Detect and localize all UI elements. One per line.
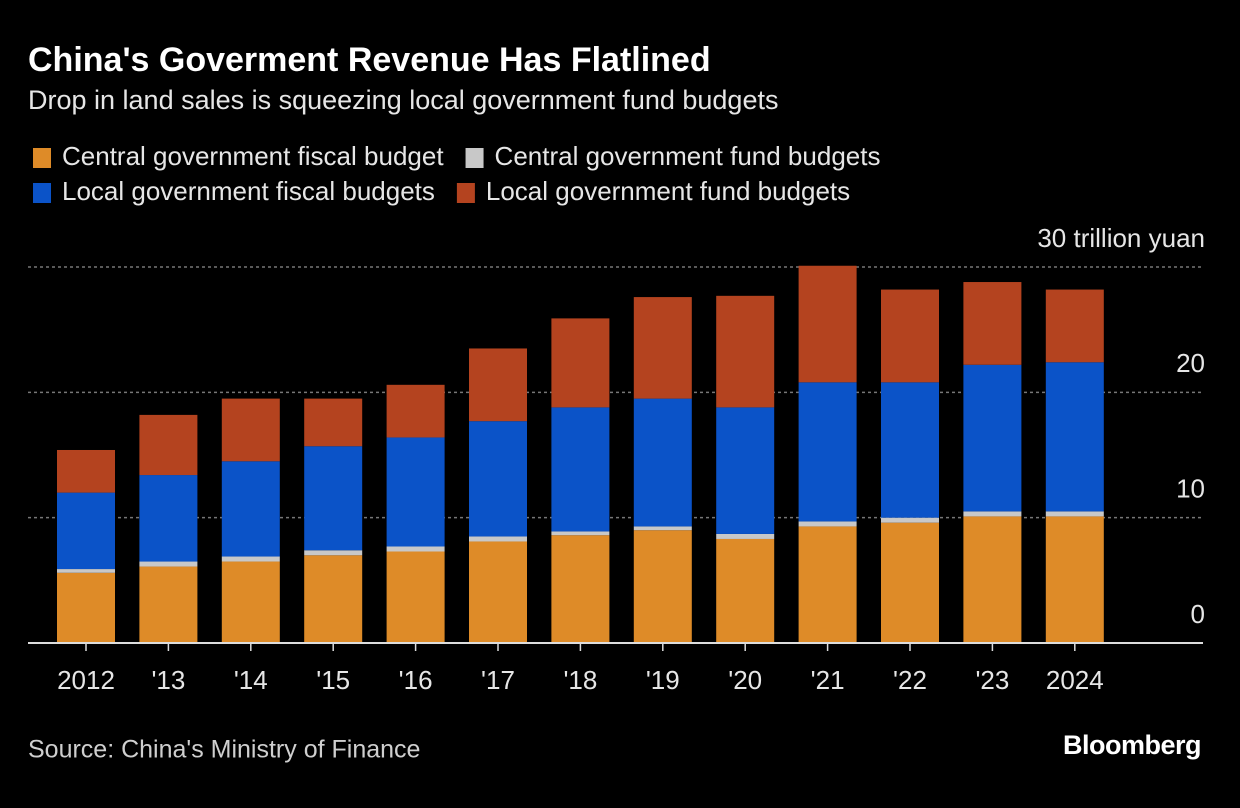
y-tick-label: 20 xyxy=(1176,348,1205,378)
bar-segment xyxy=(633,297,692,399)
bar-segment xyxy=(716,533,775,539)
bar-segment xyxy=(57,492,115,570)
bar-segment xyxy=(798,521,857,527)
x-tick-label: '16 xyxy=(399,665,433,695)
legend-swatch xyxy=(465,148,484,168)
bar-segment xyxy=(386,384,445,438)
bar-segment xyxy=(1045,516,1104,643)
bar-segment xyxy=(221,556,280,562)
bar-segment xyxy=(963,282,1022,365)
bar-segment xyxy=(881,522,939,643)
bar-segment xyxy=(386,437,445,547)
bar-segment xyxy=(304,550,363,556)
bar-segment xyxy=(963,516,1022,643)
bar-segment xyxy=(221,461,280,557)
bar-segment xyxy=(1045,511,1104,517)
x-tick-label: 2024 xyxy=(1046,665,1104,695)
y-tick-label: 0 xyxy=(1191,599,1205,629)
bar-segment xyxy=(57,449,115,493)
logo: Bloomberg xyxy=(1063,730,1201,760)
bar-segment xyxy=(881,517,939,523)
bar-segment xyxy=(221,561,280,643)
x-tick-label: 2012 xyxy=(57,665,115,695)
source: Source: China's Ministry of Finance xyxy=(28,736,420,764)
x-tick-label: '15 xyxy=(316,665,350,695)
bar-segment xyxy=(798,382,857,522)
bar-segment xyxy=(716,295,775,408)
x-tick-label: '13 xyxy=(151,665,185,695)
chart-title: China's Goverment Revenue Has Flatlined xyxy=(28,41,711,79)
bar-segment xyxy=(551,531,610,536)
bar-segment xyxy=(881,289,939,383)
bar-segment xyxy=(963,364,1022,512)
x-tick-label: '17 xyxy=(481,665,515,695)
bar-segment xyxy=(304,555,363,643)
bar-segment xyxy=(386,546,445,552)
y-tick-label: 10 xyxy=(1176,474,1205,504)
chart-subtitle: Drop in land sales is squeezing local go… xyxy=(28,85,778,115)
bar-segment xyxy=(139,566,198,643)
legend-label: Local government fiscal budgets xyxy=(62,176,435,206)
bar-segment xyxy=(221,398,280,462)
bar-segment xyxy=(551,318,610,408)
bar-segment xyxy=(633,530,692,643)
x-tick-label: '20 xyxy=(728,665,762,695)
x-tick-label: '23 xyxy=(975,665,1009,695)
bar-segment xyxy=(469,541,527,643)
bar-segment xyxy=(57,569,115,573)
bar-segment xyxy=(798,265,857,383)
bar-segment xyxy=(633,398,692,527)
bar-segment xyxy=(716,407,775,534)
legend-swatch xyxy=(456,183,475,203)
bar-segment xyxy=(798,526,857,643)
x-tick-label: '14 xyxy=(234,665,268,695)
bar-segment xyxy=(1045,362,1104,512)
bar-segment xyxy=(469,536,527,542)
bar-segment xyxy=(304,398,363,447)
x-tick-label: '21 xyxy=(811,665,845,695)
bar-segment xyxy=(963,511,1022,517)
bar-segment xyxy=(469,421,527,537)
x-tick-label: '18 xyxy=(563,665,597,695)
legend-label: Central government fiscal budget xyxy=(62,141,444,171)
y-tick-label: 30 trillion yuan xyxy=(1037,223,1205,253)
bar-segment xyxy=(304,446,363,551)
bar-segment xyxy=(57,572,115,643)
bar-segment xyxy=(469,348,527,422)
legend-swatch xyxy=(33,183,51,203)
bar-segment xyxy=(716,538,775,643)
bar-segment xyxy=(139,561,198,567)
bar-segment xyxy=(1045,289,1104,363)
bar-segment xyxy=(881,382,939,518)
bar-segment xyxy=(633,526,692,531)
bar-segment xyxy=(551,535,610,643)
legend-label: Local government fund budgets xyxy=(486,176,850,206)
bar-segment xyxy=(386,551,445,643)
legend-label: Central government fund budgets xyxy=(495,141,881,171)
x-tick-label: '22 xyxy=(893,665,927,695)
bar-segment xyxy=(139,475,198,562)
bar-segment xyxy=(139,414,198,476)
bar-segment xyxy=(551,407,610,532)
x-tick-label: '19 xyxy=(646,665,680,695)
legend-swatch xyxy=(33,148,51,168)
